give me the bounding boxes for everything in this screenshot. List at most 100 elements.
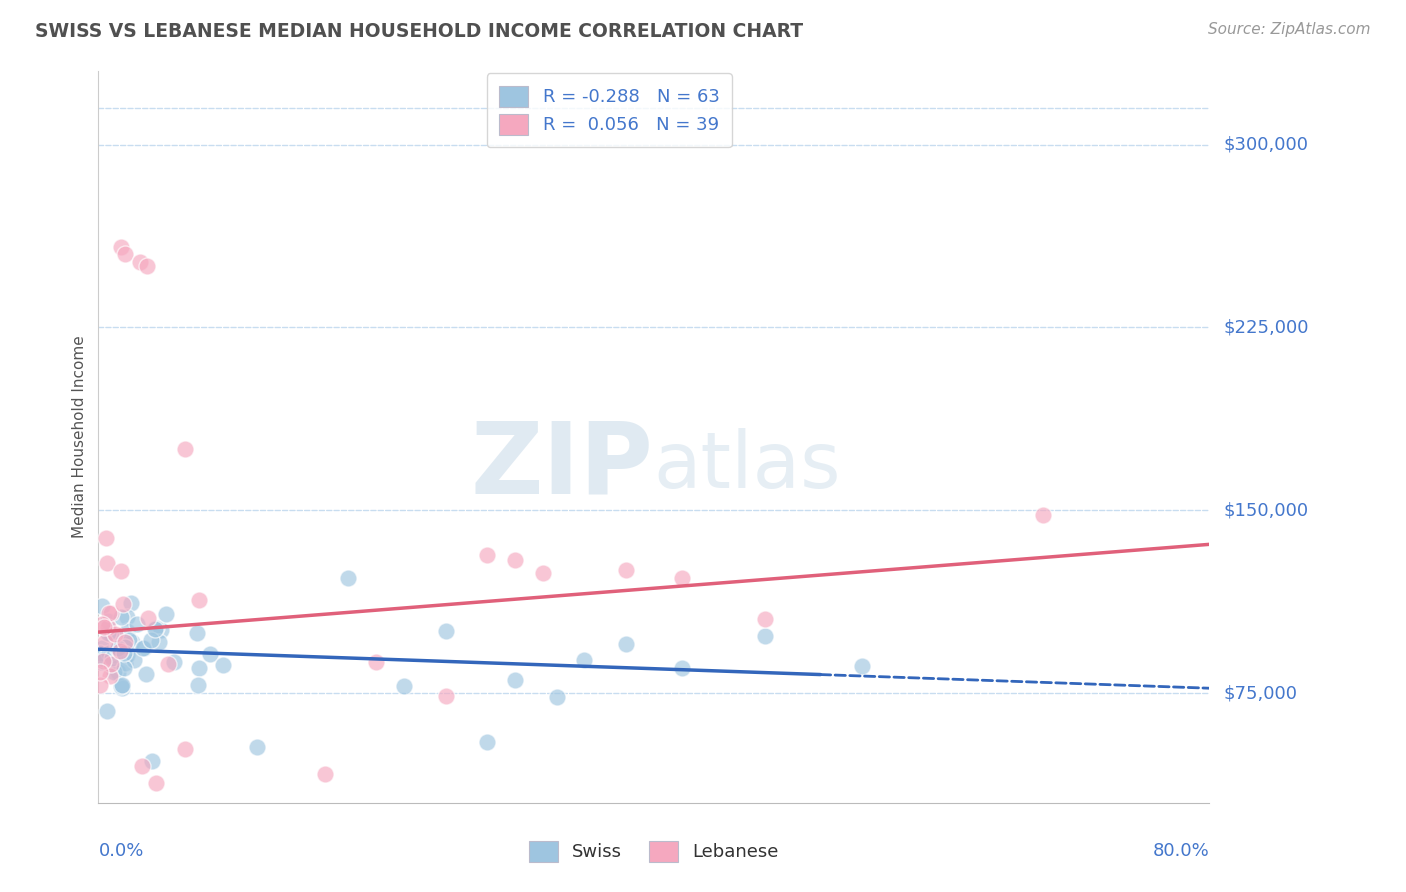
Point bbox=[91, 654, 114, 668]
Point bbox=[187, 661, 209, 675]
Text: $75,000: $75,000 bbox=[1223, 684, 1298, 702]
Point bbox=[136, 260, 159, 274]
Point bbox=[141, 755, 163, 769]
Point bbox=[100, 657, 122, 671]
Point bbox=[475, 548, 499, 562]
Point bbox=[1032, 508, 1054, 522]
Point bbox=[131, 759, 153, 773]
Point bbox=[96, 531, 118, 545]
Point bbox=[115, 648, 138, 662]
Point bbox=[110, 609, 132, 624]
Point bbox=[89, 678, 111, 692]
Legend: Swiss, Lebanese: Swiss, Lebanese bbox=[516, 828, 792, 874]
Point bbox=[754, 612, 776, 626]
Point bbox=[546, 690, 568, 705]
Text: atlas: atlas bbox=[654, 428, 841, 504]
Point bbox=[125, 617, 148, 632]
Point bbox=[108, 644, 131, 658]
Point bbox=[134, 640, 156, 655]
Point bbox=[107, 665, 129, 679]
Point bbox=[114, 657, 136, 671]
Point bbox=[93, 652, 115, 666]
Point bbox=[135, 667, 157, 681]
Point bbox=[117, 624, 139, 639]
Point bbox=[91, 617, 114, 632]
Point bbox=[614, 637, 637, 651]
Point bbox=[101, 650, 124, 665]
Point bbox=[198, 648, 221, 662]
Point bbox=[110, 240, 132, 254]
Point bbox=[90, 655, 112, 669]
Point bbox=[145, 776, 167, 790]
Point bbox=[503, 673, 526, 687]
Point bbox=[90, 640, 112, 655]
Point bbox=[93, 619, 115, 633]
Text: SWISS VS LEBANESE MEDIAN HOUSEHOLD INCOME CORRELATION CHART: SWISS VS LEBANESE MEDIAN HOUSEHOLD INCOM… bbox=[35, 22, 803, 41]
Point bbox=[110, 678, 132, 692]
Point bbox=[90, 599, 112, 614]
Point bbox=[105, 641, 128, 656]
Point bbox=[531, 566, 554, 581]
Point bbox=[122, 653, 145, 667]
Point bbox=[105, 644, 128, 658]
Text: 80.0%: 80.0% bbox=[1153, 842, 1209, 860]
Point bbox=[94, 634, 117, 648]
Y-axis label: Median Household Income: Median Household Income bbox=[72, 335, 87, 539]
Point bbox=[114, 247, 136, 261]
Point bbox=[136, 611, 159, 625]
Point bbox=[120, 596, 142, 610]
Point bbox=[187, 678, 209, 692]
Point bbox=[141, 633, 163, 648]
Point bbox=[114, 635, 136, 649]
Text: Source: ZipAtlas.com: Source: ZipAtlas.com bbox=[1208, 22, 1371, 37]
Point bbox=[503, 552, 526, 566]
Point bbox=[110, 680, 132, 694]
Text: 0.0%: 0.0% bbox=[98, 842, 143, 860]
Point bbox=[107, 641, 129, 656]
Point bbox=[89, 646, 111, 660]
Point bbox=[671, 661, 693, 675]
Point bbox=[100, 627, 122, 641]
Point bbox=[98, 646, 121, 660]
Point bbox=[118, 632, 141, 647]
Point bbox=[174, 742, 197, 756]
Point bbox=[145, 622, 167, 636]
Point bbox=[111, 681, 134, 695]
Point bbox=[121, 635, 143, 649]
Point bbox=[851, 658, 873, 673]
Point bbox=[671, 570, 693, 584]
Point bbox=[97, 620, 120, 634]
Point bbox=[107, 642, 129, 657]
Point bbox=[101, 650, 124, 665]
Point bbox=[112, 646, 135, 660]
Point bbox=[98, 606, 121, 620]
Point bbox=[157, 657, 180, 671]
Point bbox=[475, 735, 499, 749]
Point bbox=[112, 661, 135, 675]
Point bbox=[129, 254, 152, 268]
Point bbox=[117, 609, 139, 624]
Text: $225,000: $225,000 bbox=[1223, 318, 1309, 336]
Point bbox=[97, 625, 120, 640]
Point bbox=[754, 629, 776, 643]
Point bbox=[97, 615, 120, 629]
Text: ZIP: ZIP bbox=[471, 417, 654, 515]
Point bbox=[104, 627, 127, 641]
Point bbox=[614, 563, 637, 577]
Point bbox=[132, 640, 155, 655]
Text: $300,000: $300,000 bbox=[1223, 136, 1308, 153]
Point bbox=[434, 624, 457, 638]
Point bbox=[96, 556, 118, 570]
Point bbox=[163, 656, 186, 670]
Point bbox=[96, 704, 118, 718]
Point bbox=[246, 739, 269, 754]
Text: $150,000: $150,000 bbox=[1223, 501, 1308, 519]
Point bbox=[173, 442, 195, 457]
Point bbox=[186, 626, 208, 640]
Point bbox=[314, 766, 336, 780]
Point bbox=[574, 653, 596, 667]
Point bbox=[89, 665, 111, 679]
Point bbox=[98, 669, 121, 683]
Point bbox=[212, 658, 235, 673]
Point bbox=[143, 622, 166, 636]
